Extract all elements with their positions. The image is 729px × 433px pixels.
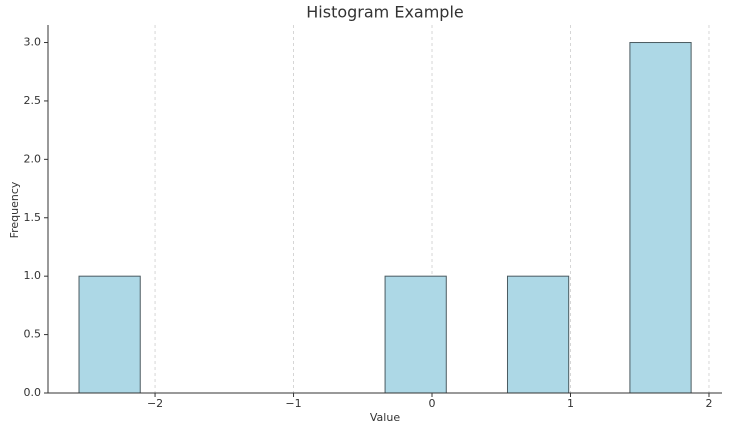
x-tick-label: −1 <box>285 397 301 410</box>
y-tick-label: 0.5 <box>24 328 42 341</box>
x-tick-label: 2 <box>705 397 712 410</box>
x-tick-label: −2 <box>147 397 163 410</box>
y-tick-label: 1.0 <box>24 269 42 282</box>
y-tick-label: 3.0 <box>24 36 42 49</box>
y-tick-label: 1.5 <box>24 211 42 224</box>
x-tick-label: 0 <box>429 397 436 410</box>
bar <box>78 275 141 394</box>
x-tick-label: 1 <box>567 397 574 410</box>
x-axis-label: Value <box>370 411 400 424</box>
y-tick-label: 0.0 <box>24 386 42 399</box>
y-axis-label: Frequency <box>8 181 21 238</box>
y-tick-label: 2.0 <box>24 152 42 165</box>
bar <box>384 275 447 394</box>
chart-title: Histogram Example <box>306 3 464 22</box>
bar <box>629 42 692 394</box>
y-tick-label: 2.5 <box>24 94 42 107</box>
bar <box>506 275 570 394</box>
